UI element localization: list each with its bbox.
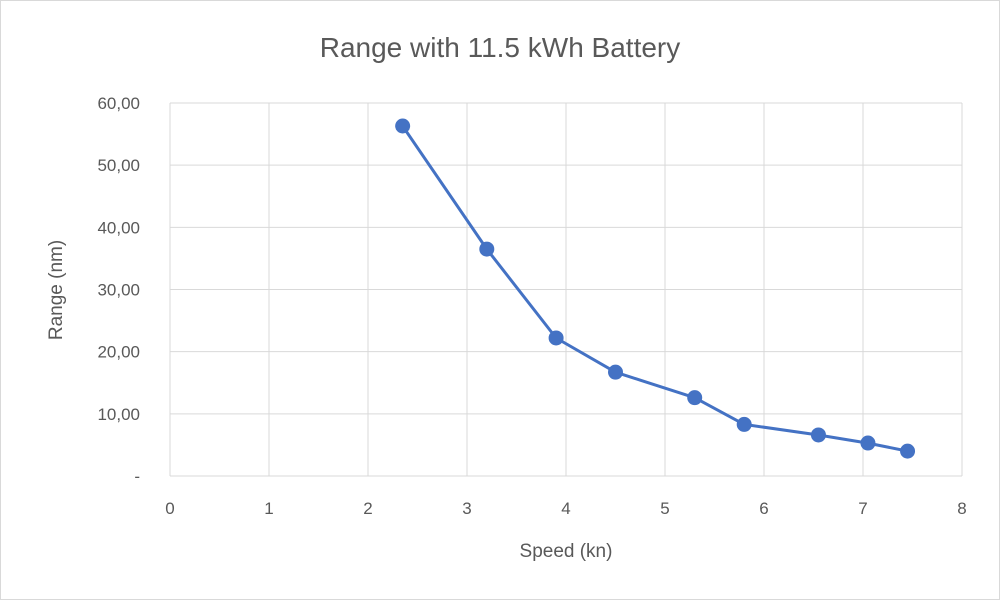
data-point [900, 443, 916, 459]
x-tick-label: 4 [561, 499, 570, 518]
chart-title: Range with 11.5 kWh Battery [320, 32, 681, 63]
x-tick-label: 3 [462, 499, 471, 518]
x-axis-title: Speed (kn) [520, 541, 613, 562]
x-tick-label: 8 [957, 499, 966, 518]
x-tick-label: 7 [858, 499, 867, 518]
data-point [548, 330, 564, 346]
x-tick-label: 2 [363, 499, 372, 518]
data-point [860, 435, 876, 451]
y-tick-label: 40,00 [97, 218, 140, 237]
y-axis-title: Range (nm) [46, 240, 67, 340]
x-tick-label: 1 [264, 499, 273, 518]
y-tick-label: 20,00 [97, 343, 140, 362]
data-point [608, 364, 623, 380]
y-tick-label: 30,00 [97, 281, 140, 300]
y-tick-label: 50,00 [97, 156, 140, 175]
data-point [395, 118, 411, 134]
data-point [810, 427, 826, 443]
axes [169, 103, 962, 477]
data-point [736, 416, 752, 432]
x-tick-label: 0 [165, 499, 174, 518]
y-tick-label: 60,00 [97, 94, 140, 113]
x-tick-label: 5 [660, 499, 669, 518]
data-point [479, 241, 495, 257]
series-line [401, 124, 910, 453]
grid-lines [170, 102, 963, 476]
series-range [395, 118, 916, 459]
y-tick-label: - [134, 467, 140, 486]
tick-labels: 0 1 2 3 4 5 6 7 8 - 10,00 20,00 30,00 40,00 50,00 60,00 [97, 94, 966, 518]
data-point [687, 390, 703, 406]
y-tick-label: 10,00 [97, 405, 140, 424]
x-tick-label: 6 [759, 499, 768, 518]
